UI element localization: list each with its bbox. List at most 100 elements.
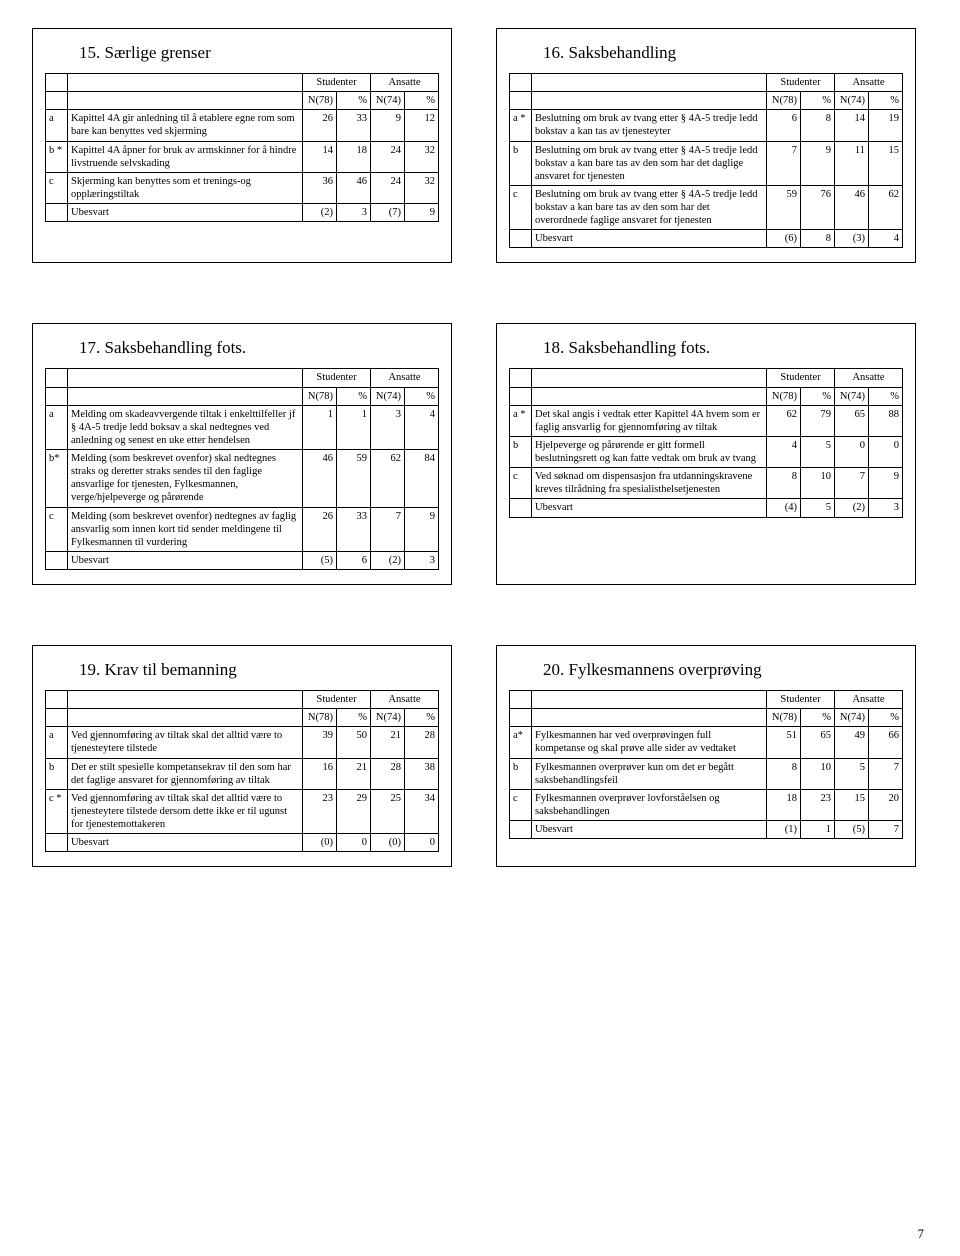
row-desc: Det skal angis i vedtak etter Kapittel 4… [532, 405, 767, 436]
row-id: c [46, 507, 68, 551]
panel: 18. Saksbehandling fots.StudenterAnsatte… [496, 323, 916, 585]
row-desc: Ubesvart [68, 551, 303, 569]
row-id [510, 499, 532, 517]
col-header-pct: % [336, 387, 370, 405]
value-cell: 59 [336, 450, 370, 508]
blank-cell [46, 691, 68, 709]
row-desc: Melding (som beskrevet ovenfor) skal ned… [68, 450, 303, 508]
table-row: aKapittel 4A gir anledning til å etabler… [46, 110, 439, 141]
col-header-ansatte: Ansatte [370, 369, 438, 387]
value-cell: (2) [302, 204, 336, 222]
blank-cell [510, 369, 532, 387]
value-cell: 7 [766, 141, 800, 185]
row-id: a * [510, 405, 532, 436]
col-header-studenter: Studenter [302, 691, 370, 709]
value-cell: 4 [404, 405, 438, 449]
col-header-n74: N(74) [834, 387, 868, 405]
col-header-n74: N(74) [834, 92, 868, 110]
value-cell: 51 [766, 727, 800, 758]
row-desc: Melding om skadeavvergende tiltak i enke… [68, 405, 303, 449]
value-cell: 34 [404, 789, 438, 833]
value-cell: 9 [800, 141, 834, 185]
blank-cell [68, 691, 303, 709]
table-row: c *Ved gjennomføring av tiltak skal det … [46, 789, 439, 833]
value-cell: 11 [834, 141, 868, 185]
value-cell: 16 [302, 758, 336, 789]
blank-cell [532, 387, 767, 405]
table-row: b*Melding (som beskrevet ovenfor) skal n… [46, 450, 439, 508]
col-header-pct: % [336, 92, 370, 110]
table-row: cBeslutning om bruk av tvang etter § 4A-… [510, 185, 903, 229]
col-header-ansatte: Ansatte [834, 74, 902, 92]
value-cell: 6 [766, 110, 800, 141]
row-id: b* [46, 450, 68, 508]
value-cell: (2) [834, 499, 868, 517]
table-row: Ubesvart(5)6(2)3 [46, 551, 439, 569]
value-cell: 12 [404, 110, 438, 141]
row-id [46, 834, 68, 852]
table-row: bBeslutning om bruk av tvang etter § 4A-… [510, 141, 903, 185]
value-cell: 0 [404, 834, 438, 852]
value-cell: 4 [868, 230, 902, 248]
value-cell: 3 [404, 551, 438, 569]
value-cell: 26 [302, 507, 336, 551]
table-row: cSkjerming kan benyttes som et trenings-… [46, 172, 439, 203]
blank-cell [510, 387, 532, 405]
col-header-n78: N(78) [302, 709, 336, 727]
value-cell: (0) [302, 834, 336, 852]
value-cell: 9 [404, 507, 438, 551]
value-cell: 9 [868, 468, 902, 499]
value-cell: 8 [800, 110, 834, 141]
row-desc: Ved gjennomføring av tiltak skal det all… [68, 727, 303, 758]
value-cell: 10 [800, 758, 834, 789]
value-cell: 3 [370, 405, 404, 449]
value-cell: 7 [868, 821, 902, 839]
blank-cell [532, 92, 767, 110]
blank-cell [510, 691, 532, 709]
blank-cell [68, 369, 303, 387]
blank-cell [510, 709, 532, 727]
value-cell: 21 [336, 758, 370, 789]
value-cell: 21 [370, 727, 404, 758]
row-id: c * [46, 789, 68, 833]
panel: 19. Krav til bemanningStudenterAnsatteN(… [32, 645, 452, 867]
value-cell: 33 [336, 507, 370, 551]
row-desc: Kapittel 4A gir anledning til å etablere… [68, 110, 303, 141]
col-header-n74: N(74) [834, 709, 868, 727]
row-desc: Kapittel 4A åpner for bruk av armskinner… [68, 141, 303, 172]
row-id [46, 551, 68, 569]
col-header-pct: % [868, 92, 902, 110]
value-cell: 24 [370, 141, 404, 172]
col-header-ansatte: Ansatte [834, 369, 902, 387]
row-desc: Fylkesmannen overprøver lovforståelsen o… [532, 789, 767, 820]
value-cell: 33 [336, 110, 370, 141]
row-id [510, 230, 532, 248]
blank-cell [46, 369, 68, 387]
value-cell: 23 [800, 789, 834, 820]
value-cell: 49 [834, 727, 868, 758]
panel-title: 15. Særlige grenser [79, 43, 439, 63]
panel-title: 19. Krav til bemanning [79, 660, 439, 680]
value-cell: 46 [336, 172, 370, 203]
panel-row: 17. Saksbehandling fots.StudenterAnsatte… [32, 323, 928, 585]
col-header-n74: N(74) [370, 387, 404, 405]
page-number: 7 [918, 1226, 925, 1242]
panel: 17. Saksbehandling fots.StudenterAnsatte… [32, 323, 452, 585]
row-id: b [510, 758, 532, 789]
value-cell: 24 [370, 172, 404, 203]
blank-cell [68, 387, 303, 405]
value-cell: 10 [800, 468, 834, 499]
value-cell: 28 [404, 727, 438, 758]
value-cell: 50 [336, 727, 370, 758]
blank-cell [532, 74, 767, 92]
value-cell: 66 [868, 727, 902, 758]
col-header-n74: N(74) [370, 709, 404, 727]
value-cell: 23 [302, 789, 336, 833]
table-row: Ubesvart(6)8(3)4 [510, 230, 903, 248]
value-cell: 7 [868, 758, 902, 789]
value-cell: 1 [336, 405, 370, 449]
value-cell: 7 [834, 468, 868, 499]
blank-cell [532, 709, 767, 727]
row-id: b [46, 758, 68, 789]
panel-row: 15. Særlige grenserStudenterAnsatteN(78)… [32, 28, 928, 263]
